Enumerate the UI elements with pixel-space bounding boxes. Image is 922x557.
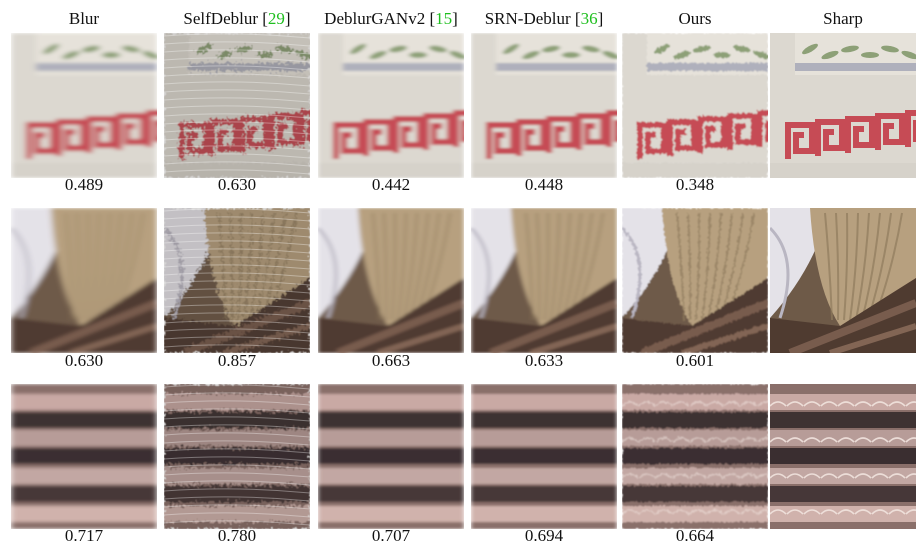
result-image-seashell-selfdeblur bbox=[164, 208, 310, 353]
score-seashell-deblurganv2: 0.663 bbox=[371, 351, 411, 370]
citation-number[interactable]: 15 bbox=[435, 9, 453, 28]
score-roof-tiles-srn-deblur: 0.694 bbox=[524, 526, 564, 545]
score-roof-tiles-ours: 0.664 bbox=[675, 526, 715, 545]
result-image-seashell-deblurganv2 bbox=[318, 208, 464, 353]
result-image-seashell-srn-deblur bbox=[471, 208, 617, 353]
score-roof-tiles-blur: 0.717 bbox=[64, 526, 104, 545]
result-image-seashell-ours bbox=[622, 208, 768, 353]
method-name: Blur bbox=[68, 9, 100, 28]
column-header-ours: Ours bbox=[620, 8, 770, 30]
method-name: Sharp bbox=[823, 9, 863, 28]
score-seashell-ours: 0.601 bbox=[675, 351, 715, 370]
result-image-wall-with-meander-pattern-selfdeblur bbox=[164, 33, 310, 178]
column-header-selfdeblur: SelfDeblur [29] bbox=[183, 9, 291, 28]
score-wall-with-meander-pattern-srn-deblur: 0.448 bbox=[524, 175, 564, 194]
column-header-blur: Blur bbox=[9, 8, 159, 30]
score-roof-tiles-deblurganv2: 0.707 bbox=[371, 526, 411, 545]
result-image-roof-tiles-srn-deblur bbox=[471, 384, 617, 529]
score-seashell-blur: 0.630 bbox=[64, 351, 104, 370]
column-header-deblurganv2: DeblurGANv2 [15] bbox=[324, 9, 458, 28]
result-image-wall-with-meander-pattern-sharp bbox=[770, 33, 916, 178]
result-image-wall-with-meander-pattern-srn-deblur bbox=[471, 33, 617, 178]
score-seashell-selfdeblur: 0.857 bbox=[217, 351, 257, 370]
score-roof-tiles-selfdeblur: 0.780 bbox=[217, 526, 257, 545]
score-wall-with-meander-pattern-deblurganv2: 0.442 bbox=[371, 175, 411, 194]
result-image-roof-tiles-ours bbox=[622, 384, 768, 529]
method-name: SRN-Deblur bbox=[484, 9, 571, 28]
method-name: DeblurGANv2 bbox=[324, 9, 426, 28]
result-image-wall-with-meander-pattern-ours bbox=[622, 33, 768, 178]
column-header-srn-deblur: SRN-Deblur [36] bbox=[484, 9, 604, 28]
result-image-roof-tiles-selfdeblur bbox=[164, 384, 310, 529]
score-wall-with-meander-pattern-ours: 0.348 bbox=[675, 175, 715, 194]
result-image-seashell-sharp bbox=[770, 208, 916, 353]
result-image-roof-tiles-deblurganv2 bbox=[318, 384, 464, 529]
score-seashell-srn-deblur: 0.633 bbox=[524, 351, 564, 370]
citation-number[interactable]: 29 bbox=[267, 9, 285, 28]
method-name: Ours bbox=[678, 9, 712, 28]
result-image-wall-with-meander-pattern-deblurganv2 bbox=[318, 33, 464, 178]
citation-number[interactable]: 36 bbox=[580, 9, 598, 28]
score-wall-with-meander-pattern-blur: 0.489 bbox=[64, 175, 104, 194]
result-image-roof-tiles-blur bbox=[11, 384, 157, 529]
method-name: SelfDeblur bbox=[183, 9, 258, 28]
result-image-roof-tiles-sharp bbox=[770, 384, 916, 529]
result-image-wall-with-meander-pattern-blur bbox=[11, 33, 157, 178]
score-wall-with-meander-pattern-selfdeblur: 0.630 bbox=[217, 175, 257, 194]
result-image-seashell-blur bbox=[11, 208, 157, 353]
column-header-sharp: Sharp bbox=[768, 8, 918, 30]
